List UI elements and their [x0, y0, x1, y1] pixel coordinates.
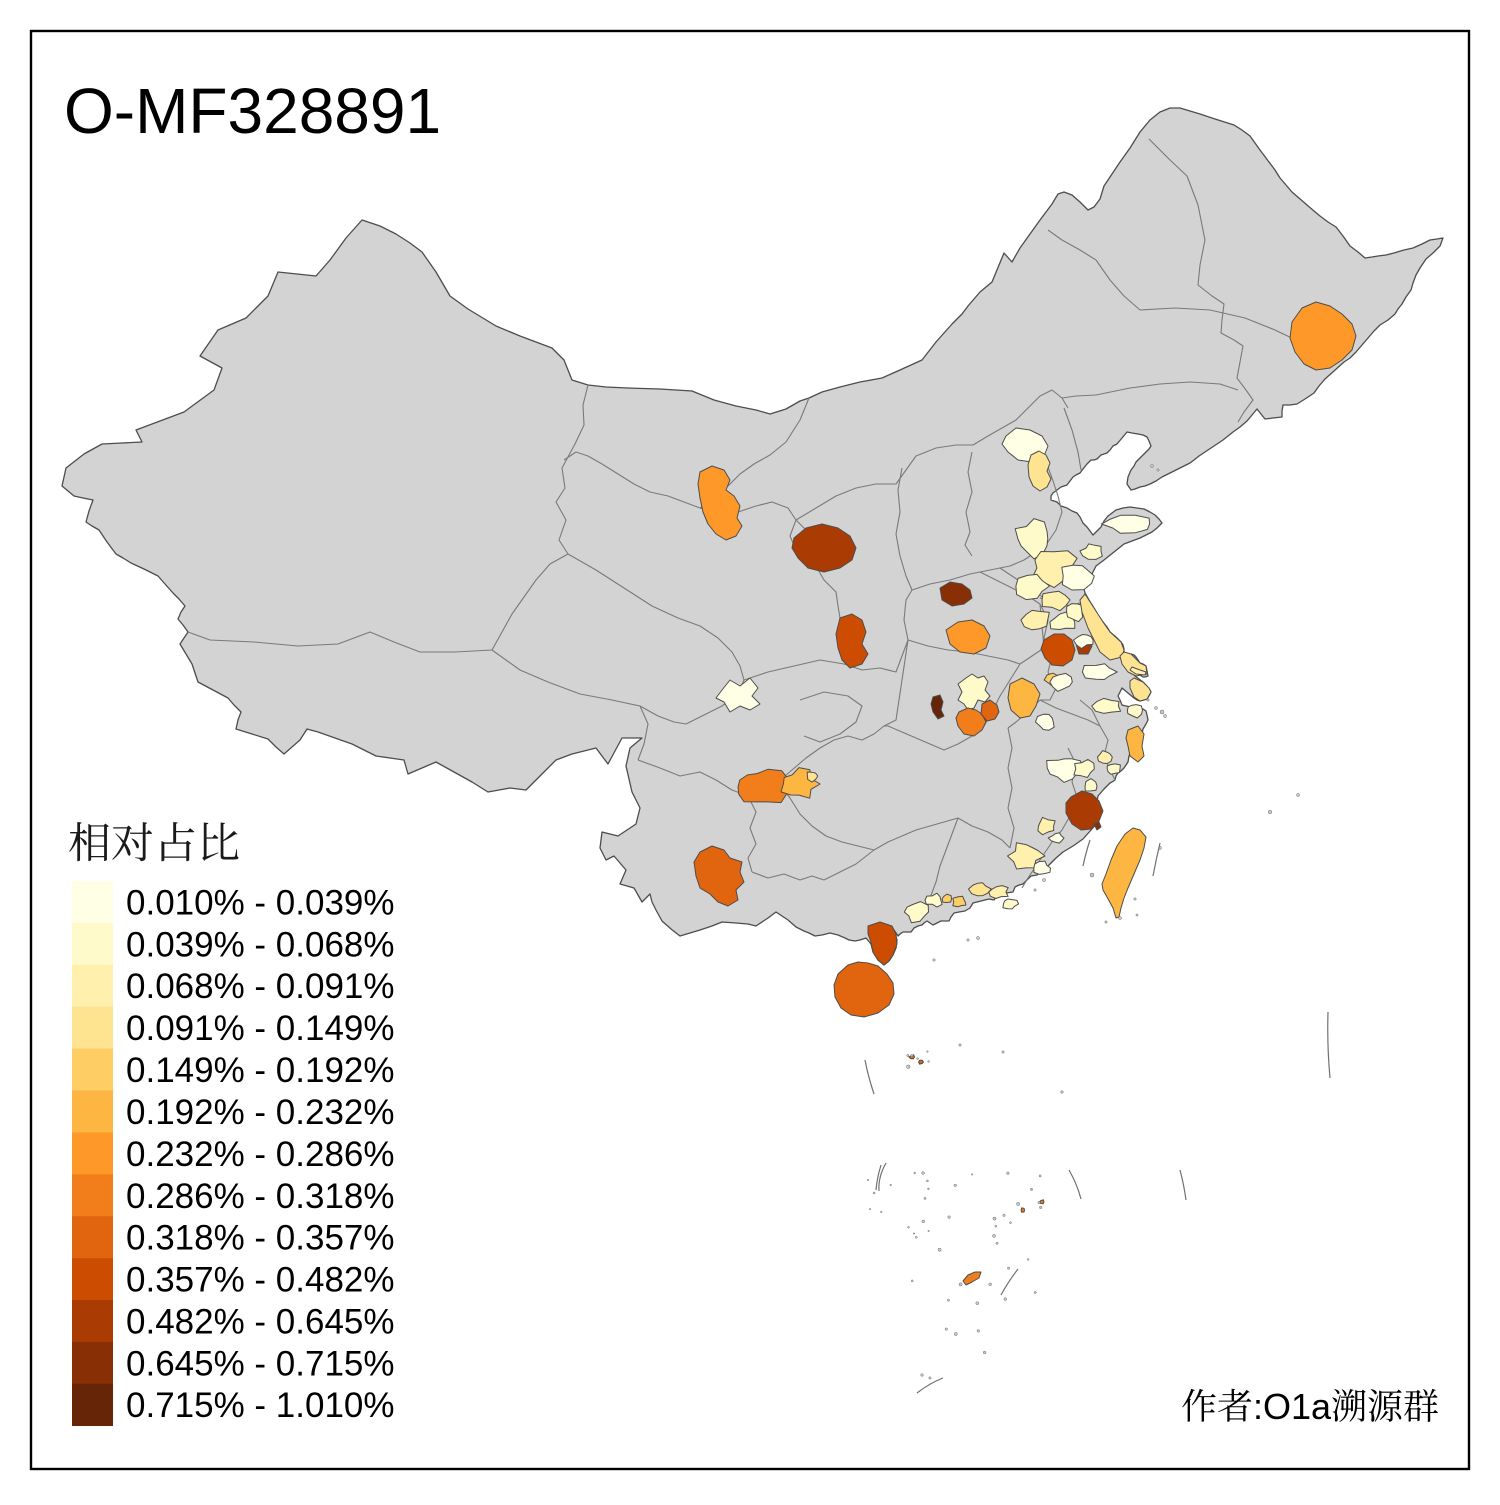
- svg-text:0.715% - 1.010%: 0.715% - 1.010%: [126, 1386, 395, 1425]
- svg-text:0.232% - 0.286%: 0.232% - 0.286%: [126, 1135, 395, 1174]
- svg-text:0.010% - 0.039%: 0.010% - 0.039%: [126, 884, 395, 923]
- svg-text::O1a: :O1a: [1253, 1386, 1332, 1427]
- svg-text:0.645% - 0.715%: 0.645% - 0.715%: [126, 1344, 395, 1383]
- svg-text:0.068% - 0.091%: 0.068% - 0.091%: [126, 967, 395, 1006]
- svg-text:0.192% - 0.232%: 0.192% - 0.232%: [126, 1093, 395, 1132]
- svg-text:0.286% - 0.318%: 0.286% - 0.318%: [126, 1177, 395, 1216]
- svg-text:0.039% - 0.068%: 0.039% - 0.068%: [126, 925, 395, 964]
- svg-text:0.357% - 0.482%: 0.357% - 0.482%: [126, 1261, 395, 1300]
- svg-text:0.482% - 0.645%: 0.482% - 0.645%: [126, 1303, 395, 1342]
- svg-text:O-MF328891: O-MF328891: [64, 75, 441, 147]
- svg-text:0.318% - 0.357%: 0.318% - 0.357%: [126, 1219, 395, 1258]
- svg-text:0.149% - 0.192%: 0.149% - 0.192%: [126, 1051, 395, 1090]
- svg-text:0.091% - 0.149%: 0.091% - 0.149%: [126, 1009, 395, 1048]
